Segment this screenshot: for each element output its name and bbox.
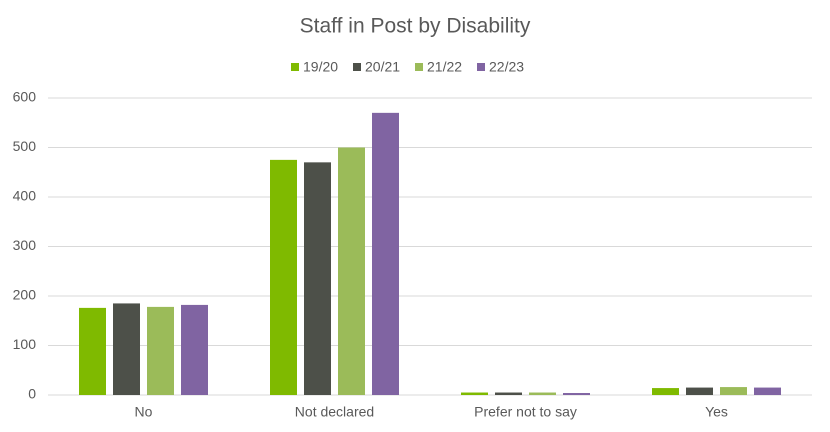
y-tick-label: 300: [13, 237, 37, 253]
bar: [495, 392, 522, 395]
bar: [147, 306, 174, 395]
y-tick-label: 200: [13, 287, 37, 303]
bar: [338, 147, 365, 395]
x-tick-label: Yes: [705, 404, 728, 420]
legend-swatch: [291, 63, 299, 71]
bar: [652, 388, 679, 395]
y-tick-label: 400: [13, 188, 37, 204]
x-tick-label: Not declared: [295, 404, 374, 420]
y-tick-label: 500: [13, 138, 37, 154]
x-tick-label: No: [135, 404, 153, 420]
legend-label: 19/20: [303, 59, 338, 75]
bar: [181, 304, 208, 395]
bar: [113, 303, 140, 395]
chart-title: Staff in Post by Disability: [300, 15, 531, 38]
legend-label: 22/23: [489, 59, 524, 75]
bar: [563, 393, 590, 395]
y-tick-label: 0: [28, 386, 36, 402]
bar: [304, 162, 331, 395]
legend-swatch: [477, 63, 485, 71]
legend-swatch: [415, 63, 423, 71]
bar: [529, 392, 556, 395]
bar: [79, 307, 106, 395]
y-tick-label: 100: [13, 336, 37, 352]
bar: [720, 387, 747, 395]
bar: [754, 387, 781, 395]
bar: [270, 159, 297, 395]
legend-label: 20/21: [365, 59, 400, 75]
bar: [372, 112, 399, 395]
bar: [461, 392, 488, 395]
y-tick-label: 600: [13, 89, 37, 105]
legend-label: 21/22: [427, 59, 462, 75]
bar: [686, 387, 713, 395]
x-tick-label: Prefer not to say: [474, 404, 577, 420]
legend-swatch: [353, 63, 361, 71]
